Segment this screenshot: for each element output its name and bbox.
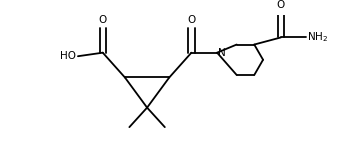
Text: NH$_2$: NH$_2$: [308, 31, 329, 44]
Text: HO: HO: [60, 51, 76, 61]
Text: O: O: [99, 15, 107, 25]
Text: O: O: [187, 15, 195, 25]
Text: N: N: [218, 48, 226, 58]
Text: O: O: [277, 0, 285, 10]
